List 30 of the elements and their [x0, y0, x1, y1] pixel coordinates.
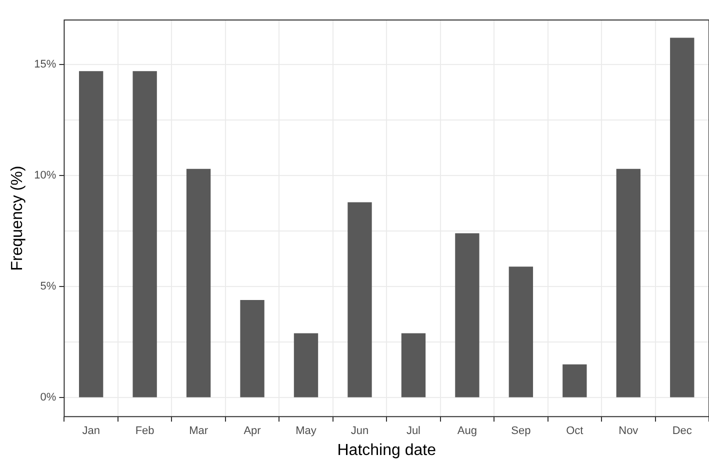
y-tick-label: 15% — [34, 58, 56, 70]
bar — [348, 202, 372, 398]
bar — [670, 38, 694, 398]
x-tick-label: Apr — [244, 425, 262, 438]
bar — [455, 233, 480, 398]
bar — [562, 364, 587, 398]
bar — [132, 71, 157, 398]
y-tick-label: 10% — [34, 170, 56, 182]
x-tick-label: Mar — [189, 425, 208, 438]
bar — [186, 168, 211, 398]
bar — [294, 333, 318, 398]
bar — [78, 71, 104, 398]
x-tick-label: Jun — [350, 425, 369, 438]
y-tick-label: 0% — [40, 392, 56, 404]
x-tick-label: Oct — [566, 425, 584, 438]
bar — [616, 168, 640, 398]
x-tick-label: Feb — [135, 425, 154, 438]
bar — [240, 300, 264, 398]
x-tick-label: Sep — [511, 425, 531, 438]
bar — [401, 333, 426, 398]
y-tick-label: 5% — [40, 280, 56, 293]
x-tick-label: Nov — [618, 425, 639, 438]
x-tick-label: Aug — [457, 425, 477, 438]
x-tick-label: May — [296, 425, 317, 438]
y-axis-title: Frequency (%) — [9, 166, 26, 271]
bar — [508, 266, 534, 398]
x-tick-label: Dec — [672, 425, 692, 438]
x-tick-label: Jan — [82, 425, 100, 438]
x-axis-title: Hatching date — [337, 442, 436, 459]
x-tick-label: Jul — [406, 425, 421, 438]
